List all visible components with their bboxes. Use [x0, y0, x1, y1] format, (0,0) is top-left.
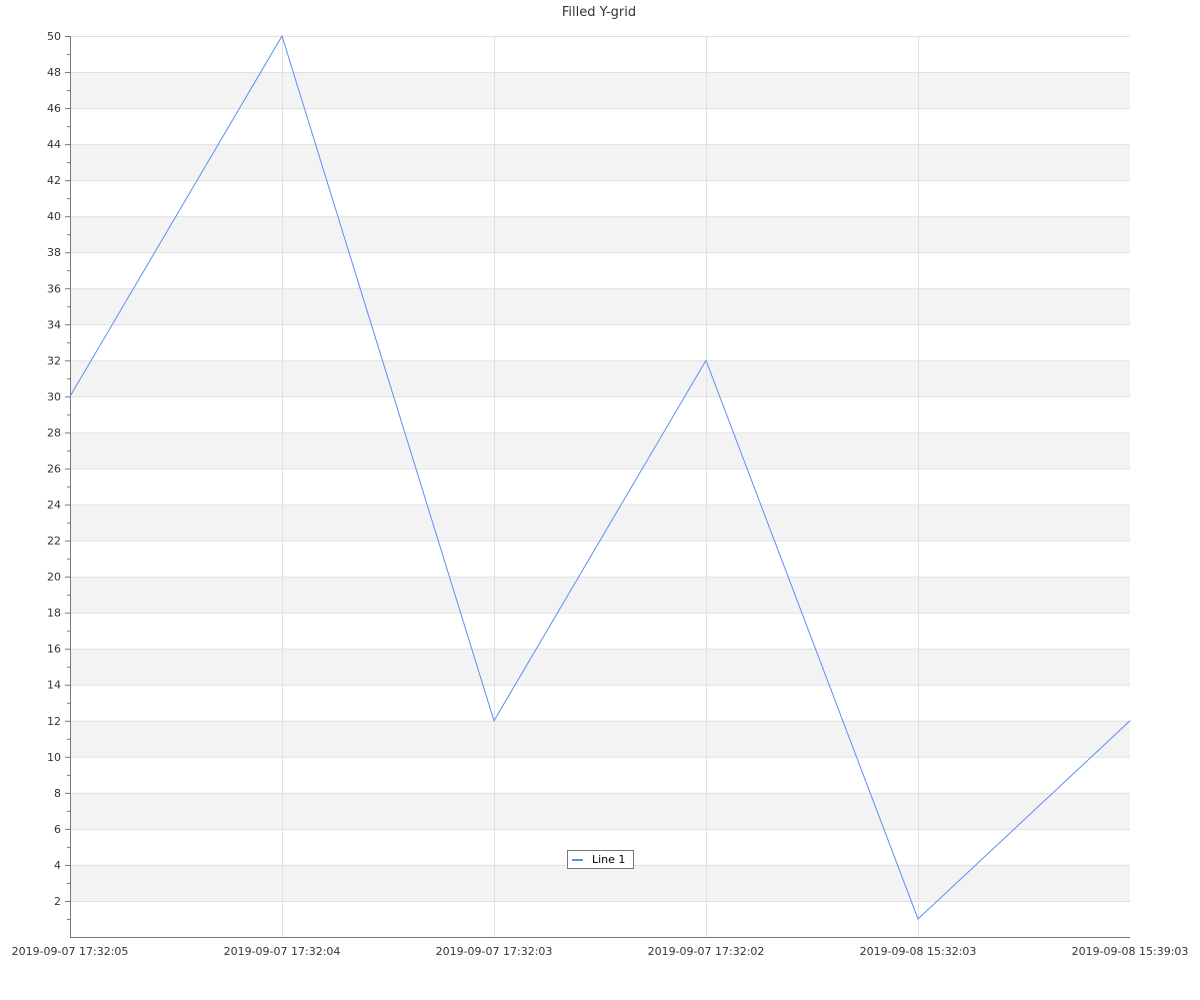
series-line-1: [69, 34, 1131, 920]
grid-band: [70, 288, 1130, 325]
y-tick-label: 14: [47, 679, 61, 692]
grid-band: [70, 360, 1130, 397]
y-tick-label: 36: [47, 282, 61, 295]
grid-band: [70, 720, 1130, 757]
x-tick-label: 2019-09-07 17:32:05: [12, 945, 129, 958]
data-point: [705, 359, 707, 361]
y-tick-label: 4: [54, 859, 61, 872]
grid-band: [70, 648, 1130, 685]
data-point: [1129, 720, 1131, 722]
legend: Line 1: [567, 850, 634, 869]
y-tick-label: 32: [47, 354, 61, 367]
y-tick-label: 8: [54, 787, 61, 800]
y-tick-label: 12: [47, 715, 61, 728]
x-tick-label: 2019-09-08 15:32:03: [860, 945, 977, 958]
grid-band: [70, 504, 1130, 541]
grid-band: [70, 792, 1130, 829]
grid-band: [70, 72, 1130, 109]
y-tick-label: 34: [47, 318, 61, 331]
x-tick-label: 2019-09-07 17:32:02: [648, 945, 765, 958]
y-tick-label: 48: [47, 66, 61, 79]
grid-band: [70, 864, 1130, 901]
grid-band: [70, 576, 1130, 613]
y-tick-label: 18: [47, 607, 61, 620]
data-point: [493, 720, 495, 722]
y-tick-label: 50: [47, 30, 61, 43]
y-tick-label: 40: [47, 210, 61, 223]
y-tick-label: 16: [47, 643, 61, 656]
grid-band: [70, 216, 1130, 253]
x-tick-label: 2019-09-08 15:39:03: [1072, 945, 1189, 958]
y-tick-label: 10: [47, 751, 61, 764]
y-tick-label: 6: [54, 823, 61, 836]
y-tick-label: 26: [47, 462, 61, 475]
grid-band: [70, 144, 1130, 181]
data-point: [917, 918, 919, 920]
data-point: [281, 35, 283, 37]
y-tick-label: 2: [54, 895, 61, 908]
y-tick-label: 24: [47, 499, 61, 512]
y-tick-label: 28: [47, 426, 61, 439]
y-tick-label: 20: [47, 571, 61, 584]
chart-title: Filled Y-grid: [562, 5, 636, 20]
legend-box: [567, 850, 634, 869]
x-tick-label: 2019-09-07 17:32:04: [224, 945, 341, 958]
data-point: [69, 395, 71, 397]
legend-label-line-1: Line 1: [592, 853, 625, 866]
y-tick-label: 38: [47, 246, 61, 259]
grid-band: [70, 432, 1130, 469]
y-tick-label: 30: [47, 390, 61, 403]
y-tick-label: 22: [47, 535, 61, 548]
y-tick-label: 46: [47, 102, 61, 115]
x-tick-label: 2019-09-07 17:32:03: [436, 945, 553, 958]
y-tick-label: 42: [47, 174, 61, 187]
y-tick-label: 44: [47, 138, 61, 151]
